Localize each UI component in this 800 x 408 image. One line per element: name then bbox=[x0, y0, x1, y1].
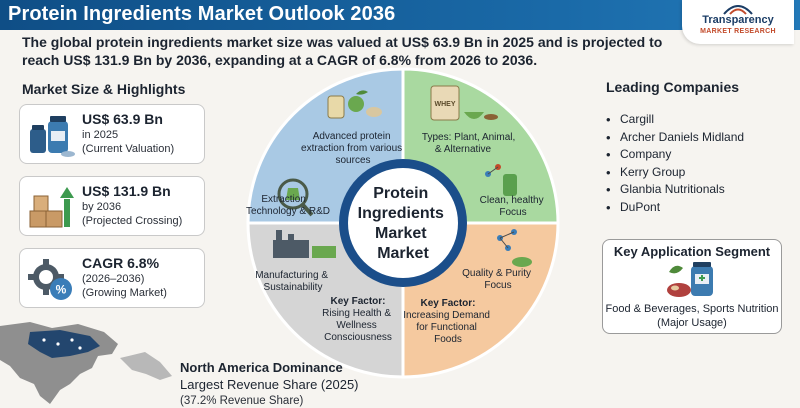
highlights-title: Market Size & Highlights bbox=[22, 81, 186, 97]
whey-bag-icon: WHEY bbox=[430, 85, 460, 121]
plant-bowl-icon bbox=[464, 112, 498, 120]
application-note: (Major Usage) bbox=[657, 317, 727, 329]
company-item: Kerry Group bbox=[606, 164, 796, 182]
q4-label: Quality & Purity bbox=[462, 268, 531, 279]
summary-line: The global protein ingredients market si… bbox=[22, 34, 663, 50]
q2-label: & Alternative bbox=[435, 144, 492, 155]
food-nutrition-icon bbox=[667, 262, 713, 297]
q4-factor-text: for Functional bbox=[416, 322, 477, 333]
growth-boxes-icon bbox=[29, 187, 74, 228]
q3-factor-text: Rising Health & bbox=[322, 308, 391, 319]
region-title: North America Dominance bbox=[180, 360, 343, 375]
highlight-card-cagr: % CAGR 6.8% (2026–2036) (Growing Market) bbox=[19, 248, 205, 308]
q4-key-factor: Key Factor: bbox=[420, 298, 475, 309]
q2-label: Types: Plant, Animal, bbox=[422, 132, 515, 143]
q1-label: extraction from various bbox=[301, 143, 402, 154]
company-item-continued: Company bbox=[606, 146, 796, 164]
factory-icon bbox=[273, 230, 336, 258]
lab-flask-icon bbox=[277, 178, 314, 217]
highlight-note: (Projected Crossing) bbox=[82, 215, 183, 227]
q1-label: Advanced protein bbox=[313, 131, 391, 142]
protein-jars-icon bbox=[30, 116, 75, 157]
molecule-bottle-icon bbox=[485, 164, 517, 196]
plant-extraction-icon bbox=[327, 90, 382, 119]
logo-mark-icon bbox=[723, 5, 753, 15]
q3-label: Manufacturing & bbox=[255, 270, 328, 281]
market-summary: The global protein ingredients market si… bbox=[22, 33, 702, 69]
center-label: Market bbox=[377, 245, 429, 262]
leading-companies-list: Cargill Archer Daniels Midland Company K… bbox=[606, 111, 796, 216]
highlight-card-projected: US$ 131.9 Bn by 2036 (Projected Crossing… bbox=[19, 176, 205, 236]
q3-key-factor: Key Factor: bbox=[330, 296, 385, 307]
company-item: Glanbia Nutritionals bbox=[606, 181, 796, 199]
highlight-value: US$ 63.9 Bn bbox=[82, 111, 163, 127]
summary-line: reach US$ 131.9 Bn by 2036, expanding at… bbox=[22, 52, 538, 68]
highlight-value: CAGR 6.8% bbox=[82, 255, 160, 271]
q2-sub-label: Focus bbox=[499, 207, 526, 218]
gear-percent-icon: % bbox=[28, 259, 72, 300]
region-subtitle: Largest Revenue Share (2025) bbox=[180, 377, 359, 392]
north-america-map-icon bbox=[0, 322, 172, 404]
svg-text:Manufacturing & Sustainabi: Manufacturing & Sustainability bbox=[255, 270, 331, 293]
svg-text:%: % bbox=[56, 283, 67, 297]
svg-text:Extraction Technology & R&: Extraction Technology & R&D bbox=[246, 194, 330, 217]
company-item: Cargill bbox=[606, 111, 796, 129]
svg-text:Increasing Demand for Func: Increasing Demand for Functional Foods bbox=[403, 310, 493, 345]
molecule-food-icon bbox=[497, 229, 532, 267]
leading-companies-title: Leading Companies bbox=[606, 79, 740, 95]
logo-subtitle: MARKET RESEARCH bbox=[700, 28, 776, 35]
company-logo: Transparency MARKET RESEARCH bbox=[682, 0, 794, 44]
q1-sub-label: Technology & R&D bbox=[246, 206, 330, 217]
header-bar: Protein Ingredients Market Outlook 2036 bbox=[0, 0, 800, 30]
region-share: (37.2% Revenue Share) bbox=[180, 395, 304, 407]
svg-text:Rising Health & Wellness: Rising Health & Wellness Consciousness bbox=[322, 308, 394, 343]
svg-text:Protein Ingredients Ma: Protein Ingredients Market Market bbox=[358, 185, 449, 262]
svg-text:Quality & Purity Focus: Quality & Purity Focus bbox=[462, 268, 534, 291]
q4-factor-text: Foods bbox=[434, 334, 462, 345]
application-text: Food & Beverages, Sports Nutrition bbox=[605, 303, 779, 315]
highlight-period: in 2025 bbox=[82, 129, 119, 141]
svg-text:Clean, healthy Focus: Clean, healthy Focus bbox=[480, 195, 547, 218]
company-item: DuPont bbox=[606, 199, 796, 217]
q1-sub-label: Extraction bbox=[261, 194, 305, 205]
svg-text:Types: Plant, Animal, & Al: Types: Plant, Animal, & Alternative bbox=[422, 132, 518, 155]
highlight-value: US$ 131.9 Bn bbox=[82, 183, 171, 199]
center-label: Market bbox=[375, 225, 427, 242]
q2-sub-label: Clean, healthy bbox=[480, 195, 544, 206]
q3-factor-text: Wellness bbox=[336, 320, 376, 331]
center-label: Ingredients bbox=[358, 205, 444, 222]
page-title: Protein Ingredients Market Outlook 2036 bbox=[8, 3, 396, 25]
center-label: Protein bbox=[373, 185, 428, 202]
market-wheel: Protein Ingredients Market Market Advanc… bbox=[246, 67, 560, 379]
whey-label: WHEY bbox=[435, 101, 456, 108]
wheel-center bbox=[348, 168, 458, 278]
q3-factor-text: Consciousness bbox=[324, 332, 392, 343]
highlight-period: (2026–2036) bbox=[82, 273, 145, 285]
company-item: Archer Daniels Midland bbox=[606, 129, 796, 147]
application-title: Key Application Segment bbox=[613, 244, 771, 259]
q3-label: Sustainability bbox=[264, 282, 323, 293]
q1-label: sources bbox=[335, 155, 370, 166]
q4-label: Focus bbox=[484, 280, 511, 291]
svg-text:Advanced protein extractio: Advanced protein extraction from various… bbox=[301, 131, 405, 166]
q4-factor-text: Increasing Demand bbox=[403, 310, 490, 321]
application-segment-box: Key Application Segment Food & Beverages… bbox=[602, 239, 782, 334]
highlight-card-current: US$ 63.9 Bn in 2025 (Current Valuation) bbox=[19, 104, 205, 164]
highlight-note: (Growing Market) bbox=[82, 287, 167, 299]
highlight-note: (Current Valuation) bbox=[82, 143, 175, 155]
logo-name: Transparency bbox=[702, 14, 774, 26]
highlight-period: by 2036 bbox=[82, 201, 122, 213]
